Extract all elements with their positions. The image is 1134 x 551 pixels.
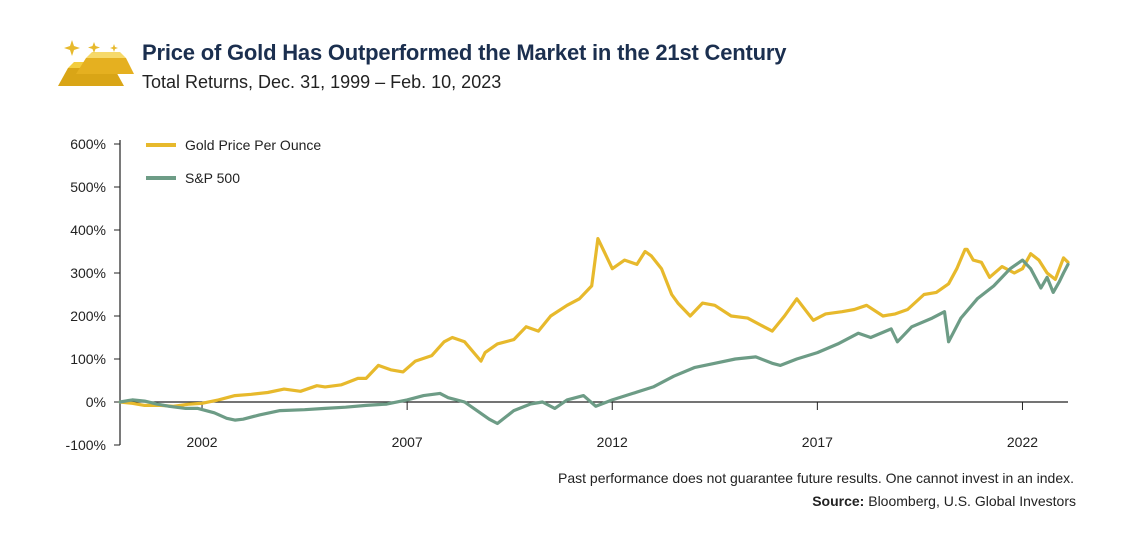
- chart-title: Price of Gold Has Outperformed the Marke…: [142, 40, 787, 65]
- x-tick-label: 2022: [1007, 434, 1038, 450]
- source-text: Bloomberg, U.S. Global Investors: [868, 493, 1076, 509]
- series-line-0: [118, 237, 1070, 408]
- x-tick-label: 2017: [802, 434, 833, 450]
- y-tick-label: 400%: [70, 222, 106, 238]
- disclaimer-text: Past performance does not guarantee futu…: [558, 470, 1074, 486]
- y-tick-label: 100%: [70, 351, 106, 367]
- x-tick-label: 2012: [597, 434, 628, 450]
- x-tick-label: 2002: [186, 434, 217, 450]
- y-tick-label: 300%: [70, 265, 106, 281]
- source-label: Source:: [812, 493, 865, 509]
- y-tick-label: 0%: [86, 394, 106, 410]
- line-chart: -100% 0% 100% 200% 300% 400% 500% 600% 2002 2007 2…: [66, 136, 1070, 453]
- legend-label-0: Gold Price Per Ounce: [185, 137, 321, 153]
- y-tick-label: 200%: [70, 308, 106, 324]
- y-tick-label: 600%: [70, 136, 106, 152]
- x-tick-label: 2007: [392, 434, 423, 450]
- y-tick-label: -100%: [66, 437, 106, 453]
- series-line-1: [118, 258, 1070, 426]
- source-note: Source: Bloomberg, U.S. Global Investors: [812, 493, 1076, 509]
- y-tick-label: 500%: [70, 179, 106, 195]
- legend-label-1: S&P 500: [185, 170, 240, 186]
- gold-bars-icon: [58, 40, 134, 86]
- chart-subtitle: Total Returns, Dec. 31, 1999 – Feb. 10, …: [142, 72, 502, 92]
